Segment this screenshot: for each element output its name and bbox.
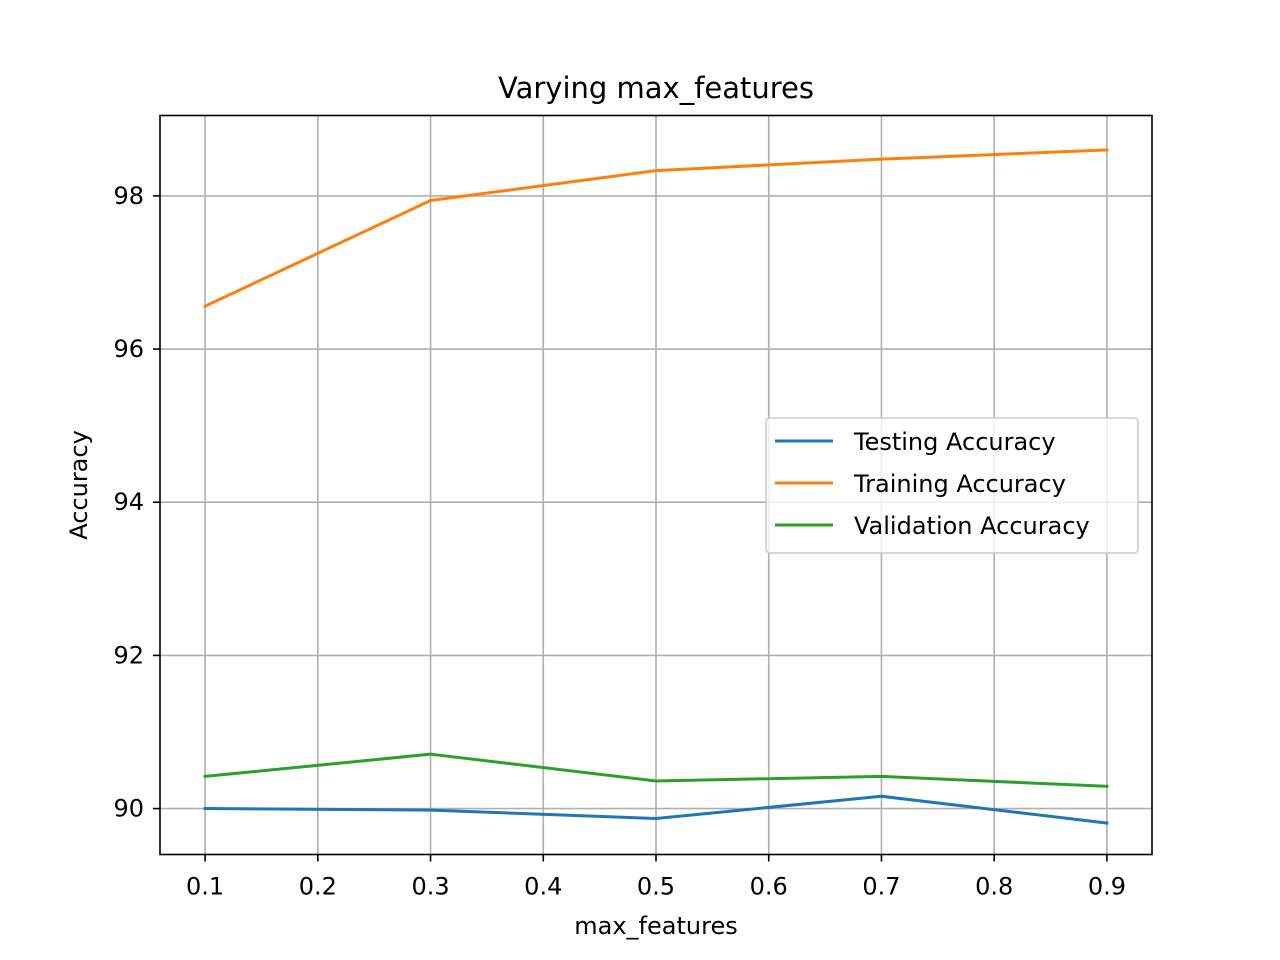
y-tick-label: 94 — [113, 488, 144, 516]
series-line-training-accuracy — [203, 148, 1109, 309]
x-tick-label: 0.4 — [524, 873, 562, 901]
x-tick-label: 0.5 — [637, 873, 675, 901]
x-tick-label: 0.8 — [975, 873, 1013, 901]
legend: Testing Accuracy Training Accuracy Validat… — [765, 417, 1139, 554]
x-axis-ticks: 0.1 0.2 0.3 0.4 0.5 0.6 0.7 0.8 0.9 — [186, 854, 1126, 901]
legend-label: Validation Accuracy — [854, 512, 1090, 540]
legend-box — [765, 417, 1139, 554]
legend-label: Training Accuracy — [853, 470, 1066, 498]
y-tick-label: 98 — [113, 182, 144, 210]
y-tick-label: 90 — [113, 795, 144, 823]
x-axis-label: max_features — [574, 912, 737, 940]
x-tick-label: 0.1 — [186, 873, 224, 901]
y-axis-label: Accuracy — [65, 430, 93, 540]
legend-label: Testing Accuracy — [853, 428, 1056, 456]
x-tick-label: 0.7 — [862, 873, 900, 901]
y-axis-ticks: 90 92 94 96 98 — [113, 182, 160, 823]
y-tick-label: 96 — [113, 335, 144, 363]
x-tick-label: 0.6 — [750, 873, 788, 901]
series-lines — [203, 148, 1109, 825]
legend-item-validation-accuracy: Validation Accuracy — [775, 512, 1090, 540]
y-tick-label: 92 — [113, 641, 144, 669]
x-tick-label: 0.9 — [1088, 873, 1126, 901]
series-line-testing-accuracy — [203, 794, 1109, 825]
chart-title: Varying max_features — [498, 71, 814, 105]
series-line-validation-accuracy — [203, 752, 1109, 788]
x-tick-label: 0.3 — [411, 873, 449, 901]
legend-item-testing-accuracy: Testing Accuracy — [775, 428, 1056, 456]
x-tick-label: 0.2 — [299, 873, 337, 901]
legend-item-training-accuracy: Training Accuracy — [775, 470, 1066, 498]
